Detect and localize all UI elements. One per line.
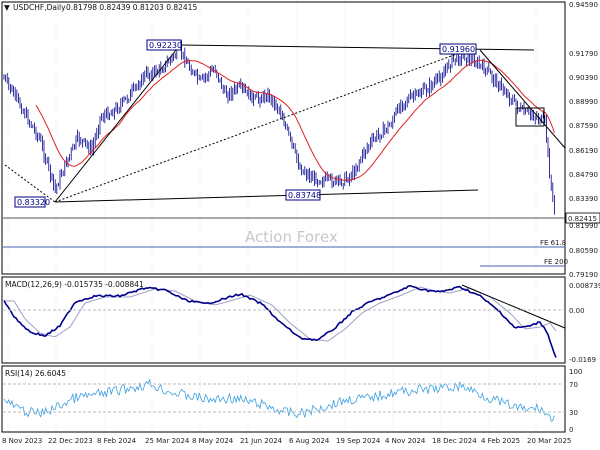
svg-text:0.92230: 0.92230 xyxy=(149,41,182,50)
time-tick: 8 Feb 2024 xyxy=(97,437,137,445)
svg-text:0.83320: 0.83320 xyxy=(17,198,50,207)
time-axis: 8 Nov 2023 22 Dec 2023 8 Feb 2024 25 Mar… xyxy=(2,437,571,445)
ohlc-readout: 0.81798 0.82439 0.81203 0.82415 xyxy=(66,3,197,12)
price-y-tick: 0.94590 xyxy=(569,1,598,9)
rsi-line-path xyxy=(3,378,555,422)
time-tick: 6 Aug 2024 xyxy=(289,437,330,445)
rsi-y-tick: 30 xyxy=(569,409,578,417)
macd-y-tick: 0.00 xyxy=(569,307,585,315)
rsi-y-tick: 70 xyxy=(569,381,578,389)
time-tick: 20 Mar 2025 xyxy=(527,437,571,445)
time-tick: 22 Dec 2023 xyxy=(48,437,93,445)
time-tick: 18 Dec 2024 xyxy=(432,437,477,445)
time-tick: 4 Feb 2025 xyxy=(481,437,520,445)
last-price-flag: 0.82415 xyxy=(565,212,600,224)
price-y-tick: 0.80590 xyxy=(569,247,598,255)
macd-main-line xyxy=(3,284,557,358)
trendline-bottom-channel[interactable] xyxy=(54,189,479,203)
price-y-tick: 0.81990 xyxy=(569,222,598,230)
price-y-tick: 0.79190 xyxy=(569,271,598,279)
time-tick: 21 Jun 2024 xyxy=(240,437,283,445)
price-y-tick: 0.86190 xyxy=(569,147,598,155)
time-tick: 19 Sep 2024 xyxy=(336,437,381,445)
fe-61-8-label: FE 61.8 xyxy=(540,239,566,247)
annotation-low-1[interactable]: 0.83320 xyxy=(14,196,50,208)
price-y-tick: 0.87590 xyxy=(569,122,598,130)
rsi-line xyxy=(3,378,555,422)
macd-label: MACD(12,26,9) -0.015735 -0.008841 xyxy=(5,280,144,289)
time-tick: 4 Nov 2024 xyxy=(385,437,426,445)
trendline-dotted-rising[interactable] xyxy=(54,51,463,203)
macd-lines xyxy=(3,284,557,358)
trend-lines[interactable] xyxy=(3,44,566,310)
ma-line xyxy=(35,59,555,181)
rsi-label: RSI(14) 26.6045 xyxy=(5,369,66,378)
annotation-high-1[interactable]: 0.92230 xyxy=(146,39,182,51)
macd-panel xyxy=(1,276,566,364)
consolidation-box[interactable] xyxy=(515,107,545,127)
price-y-axis: 0.94590 0.91790 0.90390 0.88990 0.87590 … xyxy=(569,1,598,279)
price-y-tick: 0.88990 xyxy=(569,98,598,106)
macd-trendline[interactable] xyxy=(461,284,566,329)
watermark: Action Forex xyxy=(245,228,338,246)
annotation-low-2[interactable]: 0.83748 xyxy=(285,189,321,201)
rsi-y-tick: 0 xyxy=(569,426,573,434)
price-y-tick: 0.84790 xyxy=(569,171,598,179)
moving-average-line xyxy=(35,59,555,181)
trendline-down[interactable] xyxy=(479,49,566,149)
time-tick: 25 Mar 2024 xyxy=(145,437,190,445)
price-y-tick: 0.90390 xyxy=(569,74,598,82)
time-tick: 8 May 2024 xyxy=(192,437,234,445)
time-tick: 8 Nov 2023 xyxy=(2,437,42,445)
annotation-high-2[interactable]: 0.91960 xyxy=(439,43,477,55)
svg-text:0.82415: 0.82415 xyxy=(568,215,597,223)
trendline-upper-left[interactable] xyxy=(54,44,181,203)
macd-y-tick: 0.008739 xyxy=(569,282,600,290)
macd-y-tick: -0.0169 xyxy=(569,356,596,364)
chart-header-arrow: ▼ xyxy=(4,3,10,12)
price-y-tick: 0.91790 xyxy=(569,50,598,58)
rsi-panel xyxy=(1,365,566,433)
fe-200-label: FE 200 xyxy=(544,258,568,266)
rsi-y-tick: 100 xyxy=(569,368,582,376)
grid-lines xyxy=(7,3,537,431)
svg-text:0.83748: 0.83748 xyxy=(288,191,321,200)
svg-text:0.91960: 0.91960 xyxy=(442,45,475,54)
chart-title: USDCHF,Daily xyxy=(13,3,66,12)
price-y-tick: 0.83390 xyxy=(569,195,598,203)
